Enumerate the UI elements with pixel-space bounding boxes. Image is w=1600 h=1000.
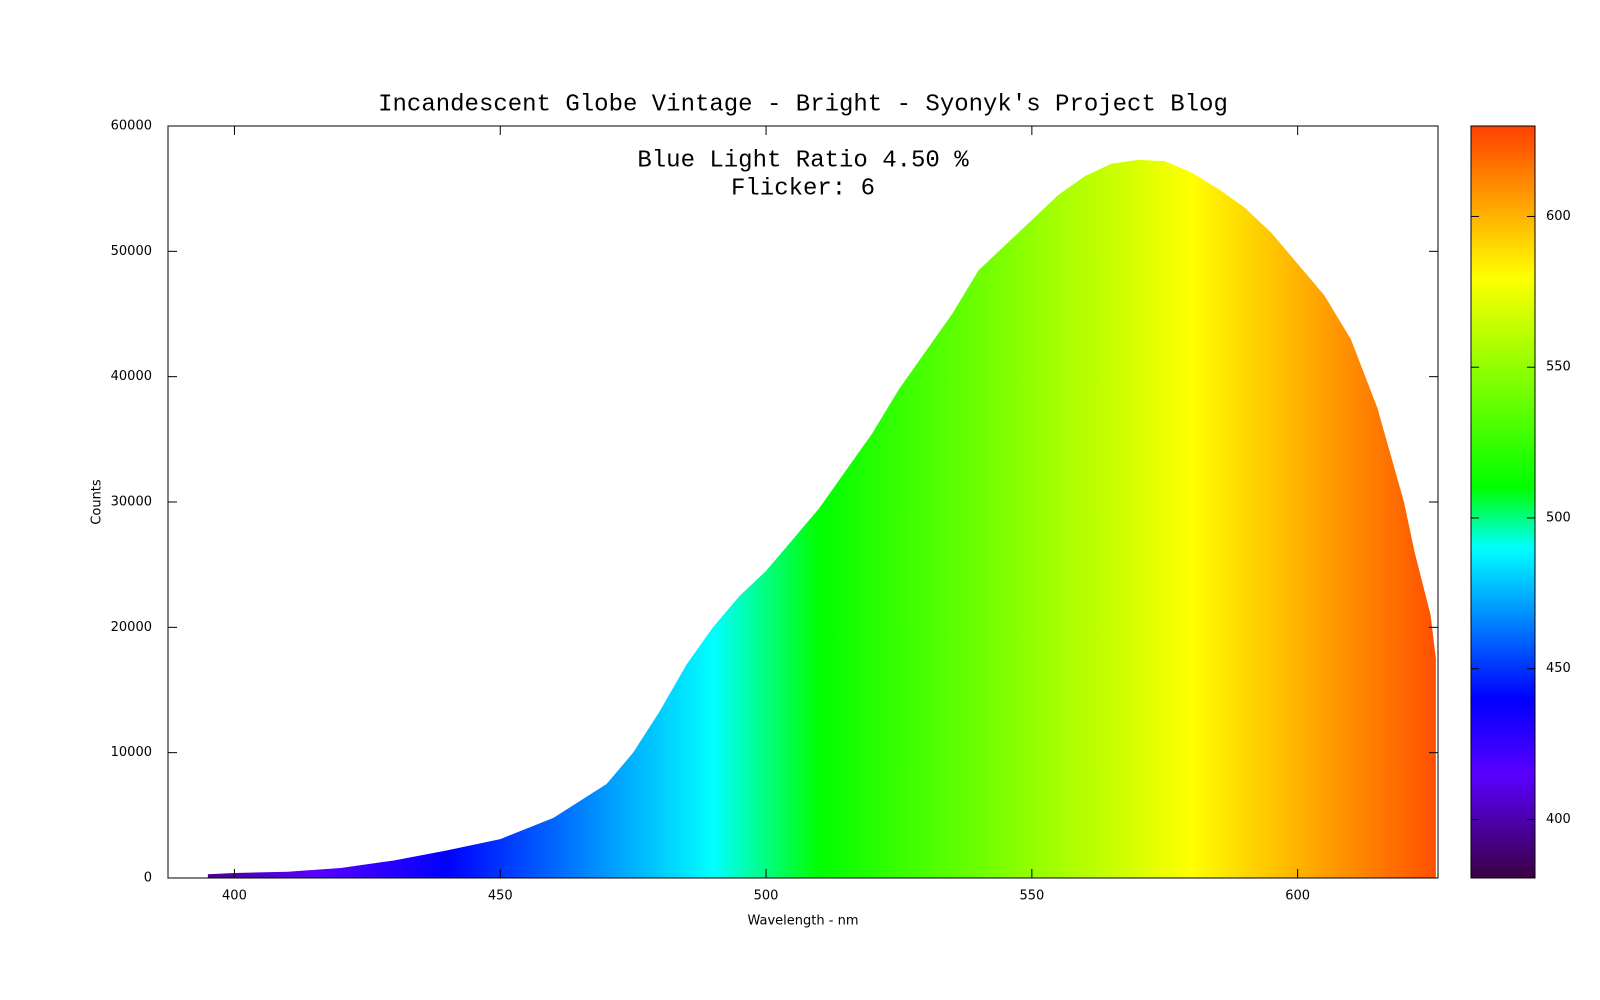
y-tick-label: 40000 — [111, 369, 152, 384]
annotation: Blue Light Ratio 4.50 % — [637, 147, 969, 174]
y-tick-label: 50000 — [111, 244, 152, 259]
y-tick-label: 10000 — [111, 745, 152, 760]
colorbar — [1470, 125, 1536, 879]
spectrum-area — [207, 159, 1436, 879]
y-axis-label: Counts — [90, 479, 105, 525]
annotation: Flicker: 6 — [731, 175, 875, 202]
y-tick-label: 0 — [144, 871, 152, 886]
chart-title: Incandescent Globe Vintage - Bright - Sy… — [378, 91, 1228, 118]
x-tick-label: 550 — [1019, 889, 1044, 904]
colorbar-tick-label: 500 — [1546, 510, 1571, 525]
y-tick-label: 30000 — [111, 495, 152, 510]
colorbar-tick-label: 600 — [1546, 209, 1571, 224]
colorbar-tick-label: 400 — [1546, 812, 1571, 827]
y-tick-label: 20000 — [111, 620, 152, 635]
x-tick-label: 500 — [754, 889, 779, 904]
x-tick-label: 450 — [488, 889, 513, 904]
y-tick-label: 60000 — [111, 119, 152, 134]
colorbar-tick-label: 550 — [1546, 360, 1571, 375]
colorbar-tick-label: 450 — [1546, 661, 1571, 676]
x-tick-label: 400 — [222, 889, 247, 904]
x-axis-label: Wavelength - nm — [748, 914, 859, 929]
x-tick-label: 600 — [1285, 889, 1310, 904]
